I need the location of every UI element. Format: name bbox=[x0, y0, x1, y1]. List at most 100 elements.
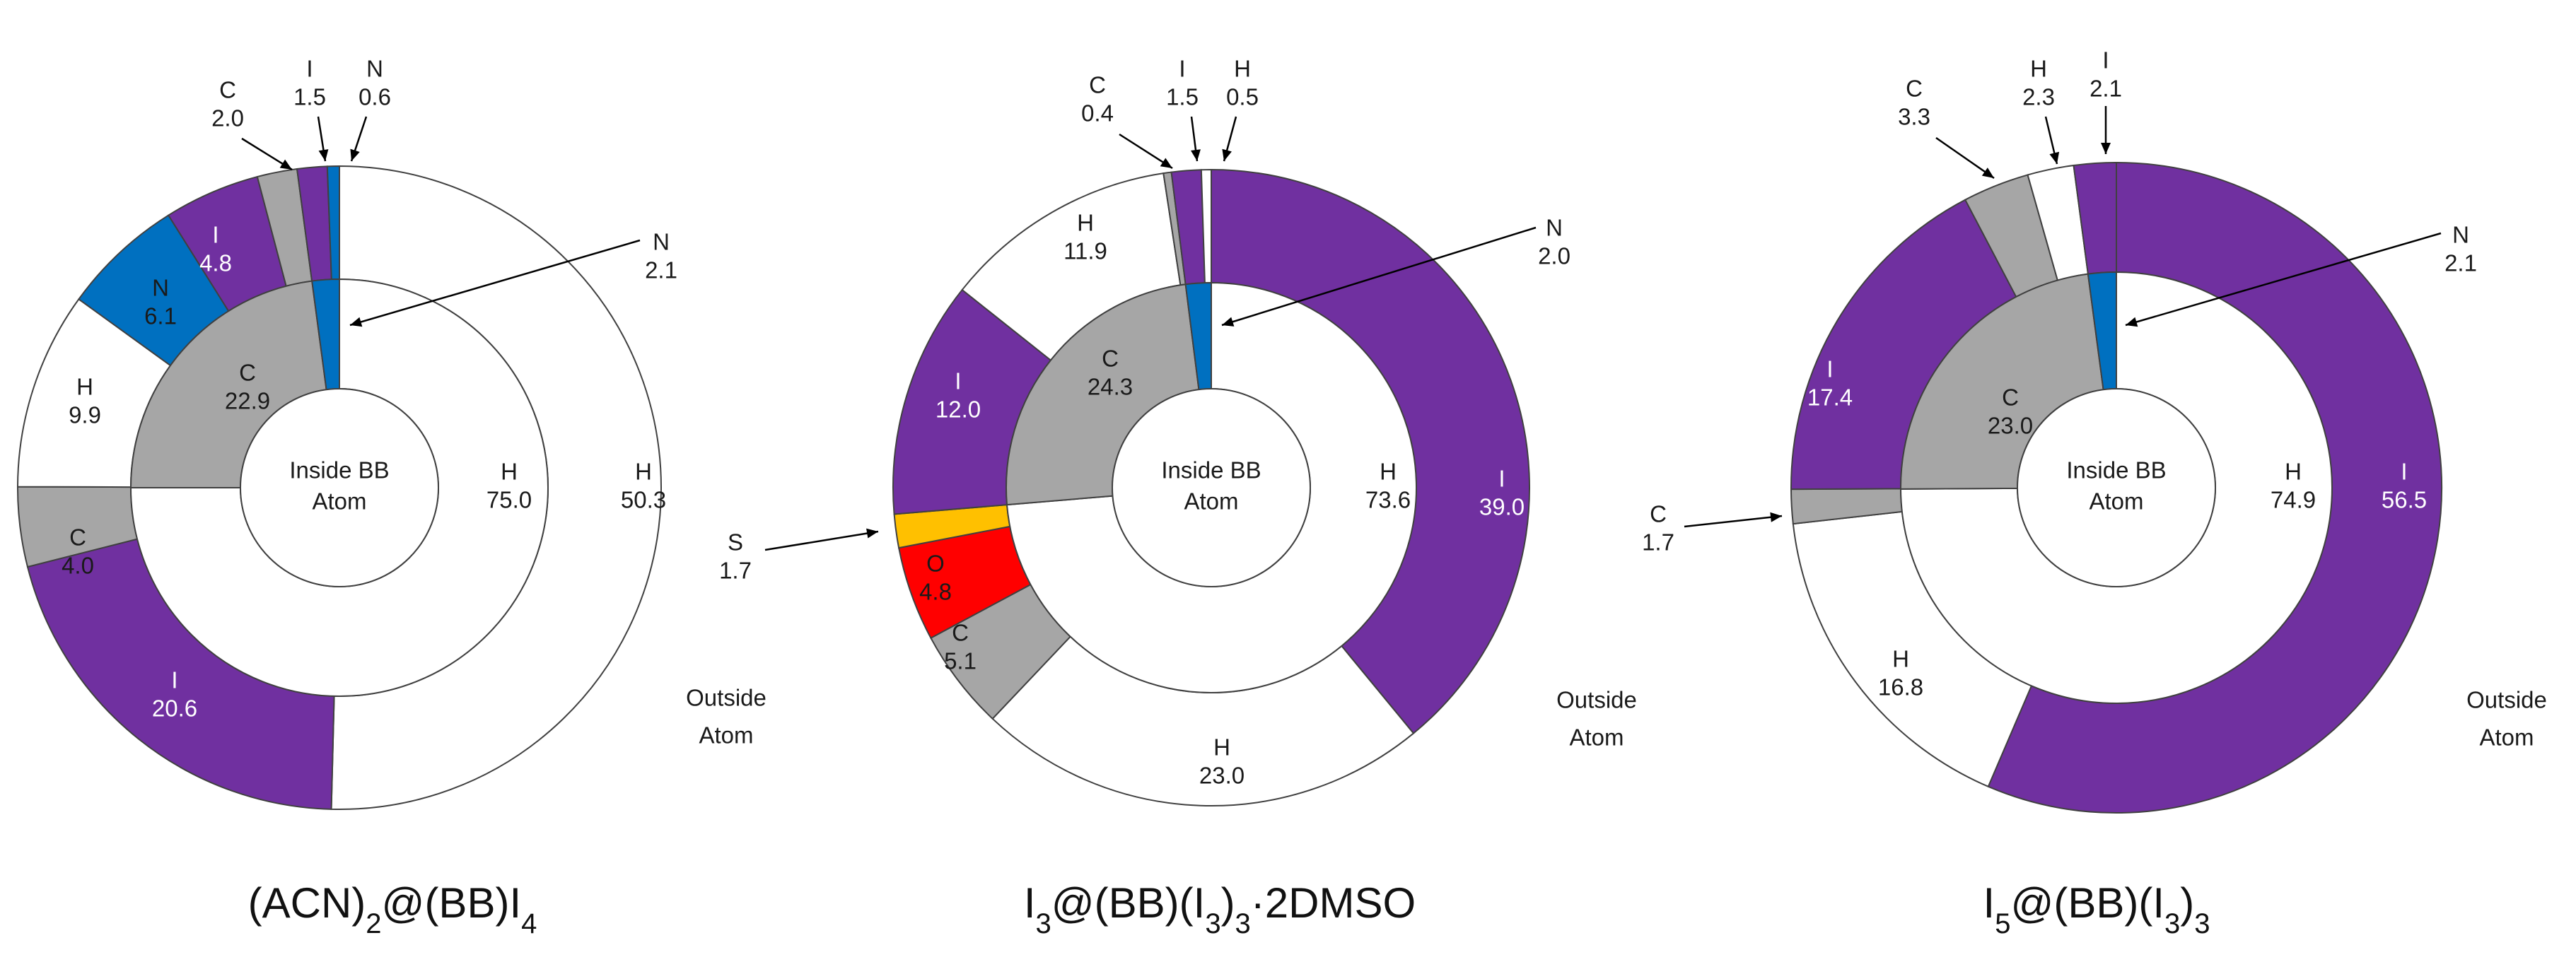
chart2-center-hole bbox=[2017, 388, 2216, 587]
chart2-inner-2-value: 2.1 bbox=[2444, 250, 2477, 276]
chart0-inner-2-label: N bbox=[653, 229, 670, 255]
chart0-outer-6-value: 2.0 bbox=[211, 105, 244, 131]
chart0-outer-3-label: H bbox=[76, 374, 93, 400]
chart0-outer-8-label: N bbox=[366, 56, 383, 82]
chart1-arrow-outer-s bbox=[764, 530, 879, 551]
chart2-outside-label-line1: Outside bbox=[2466, 687, 2547, 713]
chart0-outer-2-value: 4.0 bbox=[62, 553, 94, 579]
chart1-outer-7-value: 0.4 bbox=[1081, 100, 1114, 127]
chart2-arrow-outer-c2 bbox=[1935, 136, 1995, 180]
chart2-arrow-inner-n-head bbox=[2126, 317, 2138, 327]
chart1-outer-7-label: C bbox=[1089, 72, 1106, 98]
chart2-outer-3-label: I bbox=[1826, 356, 1833, 382]
chart0-outer-1-value: 20.6 bbox=[152, 696, 197, 722]
chart1-arrow-outer-i-head bbox=[1191, 149, 1201, 161]
chart0-center-label-line2: Atom bbox=[312, 488, 366, 515]
chart0-center-hole bbox=[240, 388, 439, 587]
chart1-inner-2-label: N bbox=[1546, 215, 1563, 241]
chart0-arrow-outer-c-head bbox=[279, 159, 292, 170]
chart2-outer-1-label: H bbox=[1892, 646, 1909, 672]
chart0-outer-4-label: N bbox=[152, 275, 169, 301]
chart2-title: I5@(BB)(I3)3 bbox=[1983, 879, 2210, 939]
chart1-outer-0-value: 39.0 bbox=[1479, 494, 1525, 520]
chart1-outside-label-line2: Atom bbox=[1569, 724, 1624, 751]
chart1-center-label-line2: Atom bbox=[1184, 488, 1238, 515]
chart2-center-label-line2: Atom bbox=[2089, 488, 2143, 515]
chart1-inner-0-value: 73.6 bbox=[1365, 487, 1411, 513]
chart0-outer-2-label: C bbox=[69, 524, 86, 551]
chart1-outer-4-label: S bbox=[728, 529, 743, 556]
chart0-arrow-inner-n-head bbox=[350, 317, 363, 327]
chart2-inner-2-label: N bbox=[2452, 222, 2469, 248]
chart0-outer-0-value: 50.3 bbox=[621, 487, 666, 513]
chart1-outer-4-value: 1.7 bbox=[719, 558, 752, 584]
chart1-outer-0-label: I bbox=[1498, 466, 1505, 492]
chart0-outer-8-value: 0.6 bbox=[359, 84, 391, 110]
chart1-outer-2-label: C bbox=[952, 620, 969, 646]
chart2-arrow-outer-h-head bbox=[2049, 151, 2060, 164]
chart2-outer-4-label: C bbox=[1906, 76, 1923, 102]
chart2-outer-6-label: I bbox=[2102, 47, 2109, 74]
chart2-outside-label-line2: Atom bbox=[2479, 724, 2534, 751]
chart2-outer-4-value: 3.3 bbox=[1898, 104, 1930, 130]
chart0-inner-1-value: 22.9 bbox=[225, 388, 270, 414]
chart0-center-label-line1: Inside BB bbox=[289, 457, 389, 483]
chart0-outside-label-line2: Atom bbox=[699, 722, 753, 749]
chart2-arrow-inner-n bbox=[2125, 232, 2442, 327]
chart0-outer-3-value: 9.9 bbox=[69, 402, 101, 428]
chart0-arrow-outer-n-head bbox=[350, 148, 360, 161]
chart0-outer-7-value: 1.5 bbox=[293, 84, 326, 110]
chart1-outer-3-label: O bbox=[926, 551, 945, 577]
chart1-outer-5-value: 12.0 bbox=[936, 397, 981, 423]
chart1-outer-2-value: 5.1 bbox=[944, 648, 977, 674]
chart0-inner-0-label: H bbox=[501, 459, 518, 485]
chart1-outside-label-line1: Outside bbox=[1556, 687, 1637, 713]
chart2-outer-2-label: C bbox=[1650, 501, 1667, 527]
chart0-outer-4-value: 6.1 bbox=[144, 303, 177, 329]
chart0-inner-1-label: C bbox=[239, 360, 256, 386]
chart1-inner-1-value: 24.3 bbox=[1088, 374, 1133, 400]
chart1-center-label-line1: Inside BB bbox=[1161, 457, 1261, 483]
chart1-title: I3@(BB)(I3)3·2DMSO bbox=[1024, 879, 1416, 939]
chart1-arrow-inner-n bbox=[1221, 226, 1537, 327]
chart2-outer-2-value: 1.7 bbox=[1642, 529, 1674, 556]
chart0-outer-1-label: I bbox=[171, 667, 177, 693]
chart0-arrow-inner-n bbox=[349, 239, 641, 327]
chart2-center-label-line1: Inside BB bbox=[2066, 457, 2166, 483]
chart2-outer-5-value: 2.3 bbox=[2022, 84, 2055, 110]
chart1-center-hole bbox=[1112, 388, 1311, 587]
chart2-inner-0-label: H bbox=[2285, 459, 2302, 485]
chart2-outer-1-value: 16.8 bbox=[1878, 674, 1923, 700]
chart2-arrow-outer-i-head bbox=[2101, 143, 2111, 154]
chart0-inner-0-value: 75.0 bbox=[486, 487, 532, 513]
chart1-outer-6-value: 11.9 bbox=[1063, 238, 1107, 264]
chart2-arrow-outer-c-head bbox=[1770, 512, 1782, 522]
chart1-arrow-inner-n-head bbox=[1222, 317, 1235, 327]
chart0-arrow-outer-i-head bbox=[318, 149, 329, 161]
chart1-inner-0-label: H bbox=[1380, 459, 1397, 485]
chart2-arrow-outer-c bbox=[1684, 515, 1783, 528]
chart1-outer-9-value: 0.5 bbox=[1226, 84, 1259, 110]
chart0-title: (ACN)2@(BB)I4 bbox=[248, 879, 537, 939]
chart0-outer-0-label: H bbox=[635, 459, 652, 485]
chart2-arrow-outer-c2-head bbox=[1981, 168, 1994, 178]
chart2-inner-0-value: 74.9 bbox=[2271, 487, 2316, 513]
chart2-outer-5-label: H bbox=[2030, 56, 2047, 82]
chart1-outer-8-value: 1.5 bbox=[1166, 84, 1199, 110]
chart2-outer-0-value: 56.5 bbox=[2382, 487, 2427, 513]
chart1-outer-1-value: 23.0 bbox=[1199, 763, 1245, 789]
chart0-inner-2-value: 2.1 bbox=[645, 257, 677, 283]
chart2-inner-1-value: 23.0 bbox=[1988, 413, 2033, 439]
chart0-outer-6-label: C bbox=[219, 77, 236, 103]
chart1-outer-3-value: 4.8 bbox=[919, 579, 952, 605]
chart1-outer-1-label: H bbox=[1213, 734, 1230, 761]
chart1-outer-9-label: H bbox=[1234, 56, 1251, 82]
chart1-outer-8-label: I bbox=[1179, 56, 1185, 82]
chart1-inner-1-label: C bbox=[1102, 346, 1119, 372]
chart1-outer-5-label: I bbox=[955, 368, 961, 394]
chart0-outer-5-label: I bbox=[212, 222, 218, 248]
chart1-arrow-outer-s-head bbox=[866, 528, 878, 539]
chart1-arrow-outer-c-head bbox=[1160, 158, 1172, 168]
chart1-arrow-outer-h-head bbox=[1222, 148, 1232, 161]
